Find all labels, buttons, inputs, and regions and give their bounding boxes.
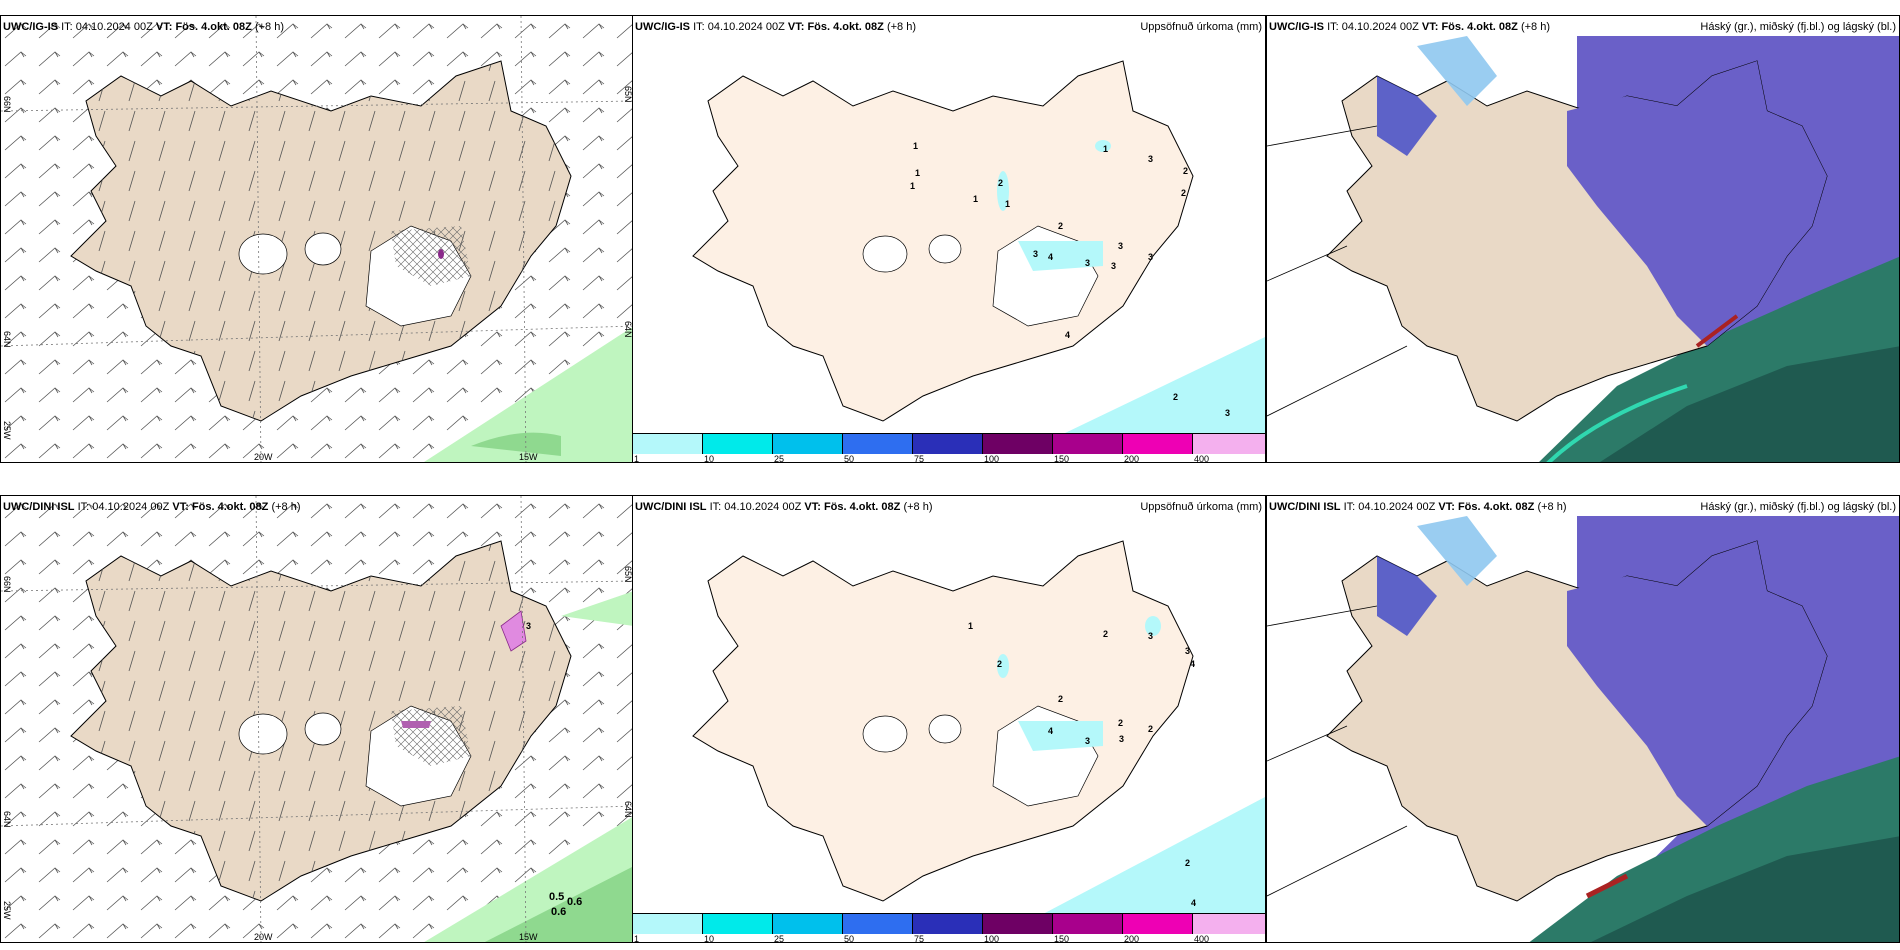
colorbar-segment: 50 bbox=[843, 434, 913, 462]
lat-label: 25W bbox=[2, 421, 12, 440]
precip-value: 2 bbox=[997, 659, 1003, 669]
precip-value: 1 bbox=[913, 141, 919, 151]
cloud-map-canvas bbox=[1267, 36, 1899, 462]
field-title: Háský (gr.), miðský (fj.bl.) og lágský (… bbox=[1700, 501, 1896, 513]
precip-value: 3 bbox=[1119, 734, 1125, 744]
precip-value: 2 bbox=[1058, 221, 1064, 231]
precip-value: 1 bbox=[910, 181, 916, 191]
colorbar-segment: 150 bbox=[1053, 914, 1123, 942]
precip-value: 2 bbox=[1185, 858, 1191, 868]
lat-label: 64N bbox=[2, 331, 12, 348]
colorbar-segment: 25 bbox=[773, 914, 843, 942]
field-title: Háský (gr.), miðský (fj.bl.) og lágský (… bbox=[1700, 21, 1896, 33]
precip-value: 2 bbox=[1118, 718, 1124, 728]
precip-value: 2 bbox=[1183, 166, 1189, 176]
precip-value: 1 bbox=[1103, 144, 1109, 154]
colorbar-segment: 100 bbox=[983, 914, 1053, 942]
colorbar-segment: 100 bbox=[983, 434, 1053, 462]
cloud-map-canvas bbox=[1267, 516, 1899, 942]
colorbar-segment: 75 bbox=[913, 434, 983, 462]
lon-label: 20W bbox=[254, 452, 273, 462]
colorbar-segment: 400 bbox=[1193, 914, 1265, 942]
precip-value: 3 bbox=[526, 621, 532, 631]
precip-value: 3 bbox=[1185, 646, 1191, 656]
precip-value: 3 bbox=[1148, 631, 1154, 641]
lon-label: 15W bbox=[519, 932, 538, 942]
precip-map-canvas bbox=[692, 60, 1265, 434]
precip-value: 1 bbox=[915, 168, 921, 178]
precip-value: 4 bbox=[1191, 898, 1197, 908]
lon-label: 15W bbox=[519, 452, 538, 462]
precip-value: 3 bbox=[1148, 252, 1154, 262]
panel-header: UWC/IG-IS IT: 04.10.2024 00Z VT: Fös. 4.… bbox=[635, 21, 916, 33]
precip-value: 2 bbox=[998, 178, 1004, 188]
colorbar-segment: 1 bbox=[633, 434, 703, 462]
lat-label: 64N bbox=[2, 811, 12, 828]
lon-label: 20W bbox=[254, 932, 273, 942]
precip-value: 3 bbox=[1225, 408, 1231, 418]
precip-map-panel-top: UWC/IG-IS IT: 04.10.2024 00Z VT: Fös. 4.… bbox=[632, 15, 1266, 463]
panel-header: UWC/DINI ISL IT: 04.10.2024 00Z VT: Fös.… bbox=[3, 501, 301, 513]
precip-colorbar: 1 10 25 50 75 100 150 200 400 bbox=[633, 433, 1265, 462]
colorbar-segment: 150 bbox=[1053, 434, 1123, 462]
precip-value: 3 bbox=[1085, 736, 1091, 746]
field-title: Uppsöfnuð úrkoma (mm) bbox=[1140, 501, 1262, 513]
colorbar-segment: 400 bbox=[1193, 434, 1265, 462]
precip-value: 3 bbox=[1148, 154, 1154, 164]
precip-value: 0.6 bbox=[567, 896, 583, 908]
panel-header: UWC/DINI ISL IT: 04.10.2024 00Z VT: Fös.… bbox=[635, 501, 933, 513]
precip-value: 2 bbox=[1181, 188, 1187, 198]
precip-colorbar: 1 10 25 50 75 100 150 200 400 bbox=[633, 913, 1265, 942]
colorbar-segment: 50 bbox=[843, 914, 913, 942]
colorbar-segment: 1 bbox=[633, 914, 703, 942]
precip-value: 0.5 bbox=[549, 891, 565, 903]
wind-map-canvas bbox=[1, 496, 632, 942]
cloud-map-panel-bottom: UWC/DINI ISL IT: 04.10.2024 00Z VT: Fös.… bbox=[1266, 495, 1900, 943]
wind-map-canvas bbox=[1, 16, 632, 462]
colorbar-segment: 25 bbox=[773, 434, 843, 462]
field-title: Uppsöfnuð úrkoma (mm) bbox=[1140, 21, 1262, 33]
precip-value: 1 bbox=[973, 194, 979, 204]
wind-map-panel-top: UWC/IG-IS IT: 04.10.2024 00Z VT: Fös. 4.… bbox=[0, 15, 633, 463]
precip-value: 4 bbox=[1048, 252, 1054, 262]
wind-map-panel-bottom: UWC/DINI ISL IT: 04.10.2024 00Z VT: Fös.… bbox=[0, 495, 633, 943]
precip-value: 4 bbox=[1048, 726, 1054, 736]
precip-value: 0.6 bbox=[551, 906, 567, 918]
precip-value: 2 bbox=[1173, 392, 1179, 402]
colorbar-segment: 200 bbox=[1123, 434, 1193, 462]
panel-header: UWC/IG-IS IT: 04.10.2024 00Z VT: Fös. 4.… bbox=[3, 21, 284, 33]
panel-header: UWC/DINI ISL IT: 04.10.2024 00Z VT: Fös.… bbox=[1269, 501, 1567, 513]
colorbar-segment: 10 bbox=[703, 434, 773, 462]
precip-value: 3 bbox=[1085, 258, 1091, 268]
precip-map-canvas bbox=[692, 540, 1265, 914]
precip-value: 4 bbox=[1190, 659, 1196, 669]
precip-map-panel-bottom: UWC/DINI ISL IT: 04.10.2024 00Z VT: Fös.… bbox=[632, 495, 1266, 943]
precip-value: 3 bbox=[1033, 249, 1039, 259]
precip-value: 1 bbox=[968, 621, 974, 631]
lat-label: 25W bbox=[2, 901, 12, 920]
precip-value: 2 bbox=[1148, 724, 1154, 734]
precip-value: 4 bbox=[1065, 330, 1071, 340]
colorbar-segment: 200 bbox=[1123, 914, 1193, 942]
colorbar-segment: 10 bbox=[703, 914, 773, 942]
cloud-map-panel-top: UWC/IG-IS IT: 04.10.2024 00Z VT: Fös. 4.… bbox=[1266, 15, 1900, 463]
colorbar-segment: 75 bbox=[913, 914, 983, 942]
precip-value: 3 bbox=[1118, 241, 1124, 251]
lat-label: 66N bbox=[2, 96, 12, 113]
precip-value: 1 bbox=[1005, 199, 1011, 209]
panel-header: UWC/IG-IS IT: 04.10.2024 00Z VT: Fös. 4.… bbox=[1269, 21, 1550, 33]
precip-value: 3 bbox=[1111, 261, 1117, 271]
precip-value: 2 bbox=[1103, 629, 1109, 639]
lat-label: 66N bbox=[2, 576, 12, 593]
precip-value: 2 bbox=[1058, 694, 1064, 704]
